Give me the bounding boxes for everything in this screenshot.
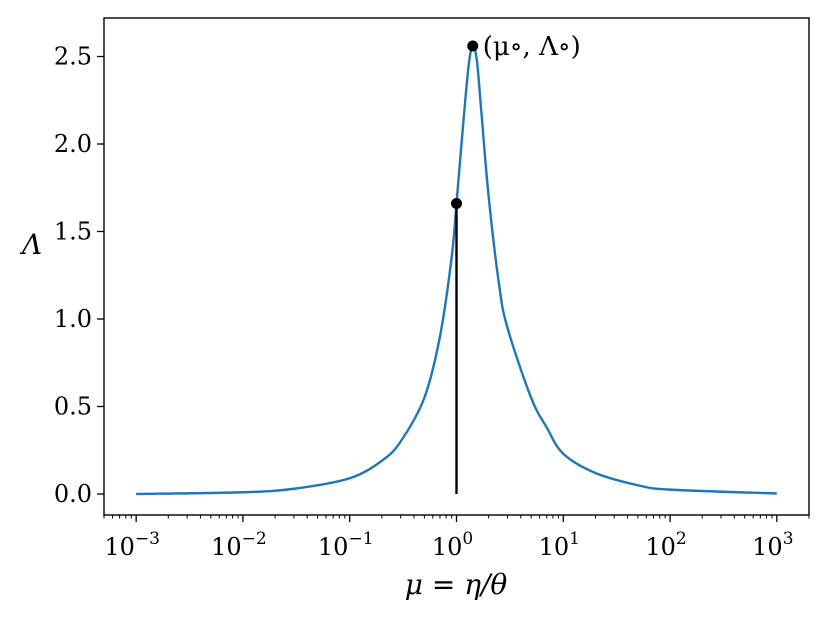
point-annotation-1: (μ∘, Λ∘) <box>483 32 581 62</box>
x-tick-label: 10−2 <box>211 529 267 561</box>
x-tick-label: 100 <box>432 529 473 561</box>
x-tick-label: 103 <box>752 529 793 561</box>
y-tick-label: 2.5 <box>54 43 92 71</box>
x-tick-label: 102 <box>645 529 686 561</box>
y-tick-label: 0.0 <box>54 480 92 508</box>
x-tick-label: 10−1 <box>318 529 374 561</box>
x-tick-label: 101 <box>539 529 580 561</box>
y-axis-label: Λ <box>19 228 42 261</box>
x-tick-label: 10−3 <box>104 529 160 561</box>
y-tick-label: 1.5 <box>54 218 92 246</box>
x-axis-label: μ = η/θ <box>405 568 508 601</box>
marked-point-0 <box>451 198 462 209</box>
y-axis: 0.0 0.5 1.0 1.5 2.0 2.5 <box>54 43 104 508</box>
y-tick-label: 1.0 <box>54 305 92 333</box>
y-tick-label: 0.5 <box>54 393 92 421</box>
x-axis: 10−3 10−2 10−1 100 101 102 103 <box>103 515 810 561</box>
y-tick-label: 2.0 <box>54 130 92 158</box>
marks-layer: (μ∘, Λ∘) <box>451 32 581 494</box>
marked-point-1 <box>467 40 479 52</box>
